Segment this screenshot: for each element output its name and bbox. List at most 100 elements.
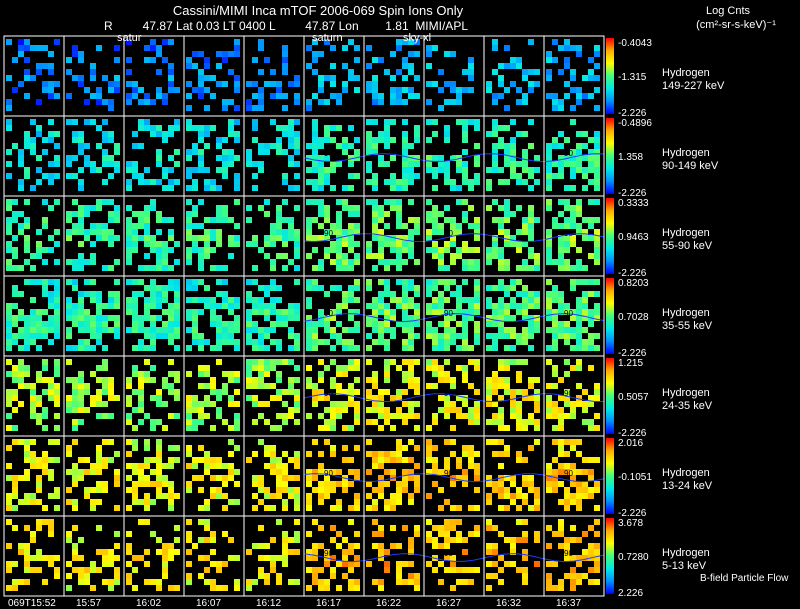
heatmap-cell xyxy=(594,457,600,463)
heatmap-cell xyxy=(306,549,312,555)
heatmap-cell xyxy=(444,407,450,413)
heatmap-cell xyxy=(378,481,384,487)
heatmap-cell xyxy=(384,339,390,345)
heatmap-cell xyxy=(366,481,372,487)
heatmap-cell xyxy=(336,365,342,371)
heatmap-cell xyxy=(396,211,402,217)
heatmap-cell xyxy=(336,229,342,235)
heatmap-cell xyxy=(186,185,192,191)
heatmap-cell xyxy=(486,561,492,567)
heatmap-cell xyxy=(414,39,420,45)
heatmap-cell xyxy=(570,499,576,505)
heatmap-cell xyxy=(72,505,78,511)
heatmap-cell xyxy=(378,205,384,211)
heatmap-cell xyxy=(594,303,600,309)
heatmap-cell xyxy=(198,339,204,345)
heatmap-cell xyxy=(570,217,576,223)
heatmap-cell xyxy=(474,155,480,161)
heatmap-cell xyxy=(42,451,48,457)
heatmap-cell xyxy=(114,555,120,561)
heatmap-cell xyxy=(372,119,378,125)
heatmap-cell xyxy=(18,365,24,371)
heatmap-cell xyxy=(18,377,24,383)
heatmap-cell xyxy=(402,487,408,493)
heatmap-cell xyxy=(426,457,432,463)
heatmap-cell xyxy=(570,345,576,351)
heatmap-cell xyxy=(414,51,420,57)
heatmap-cell xyxy=(270,119,276,125)
heatmap-cell xyxy=(378,137,384,143)
heatmap-cell xyxy=(144,211,150,217)
heatmap-cell xyxy=(84,383,90,389)
heatmap-cell xyxy=(48,81,54,87)
heatmap-cell xyxy=(258,167,264,173)
heatmap-cell xyxy=(126,297,132,303)
heatmap-cell xyxy=(390,241,396,247)
heatmap-cell xyxy=(210,585,216,591)
heatmap-cell xyxy=(504,359,510,365)
heatmap-cell xyxy=(576,401,582,407)
heatmap-cell xyxy=(426,327,432,333)
heatmap-cell xyxy=(456,93,462,99)
heatmap-cell xyxy=(546,235,552,241)
heatmap-cell xyxy=(504,155,510,161)
heatmap-cell xyxy=(414,155,420,161)
heatmap-cell xyxy=(24,365,30,371)
heatmap-cell xyxy=(210,265,216,271)
heatmap-cell xyxy=(126,93,132,99)
heatmap-cell xyxy=(312,93,318,99)
heatmap-cell xyxy=(408,407,414,413)
heatmap-cell xyxy=(486,525,492,531)
heatmap-cell xyxy=(450,217,456,223)
heatmap-cell xyxy=(342,205,348,211)
heatmap-cell xyxy=(156,217,162,223)
heatmap-cell xyxy=(246,339,252,345)
heatmap-cell xyxy=(396,321,402,327)
heatmap-cell xyxy=(330,555,336,561)
heatmap-cell xyxy=(24,475,30,481)
heatmap-cell xyxy=(174,285,180,291)
heatmap-cell xyxy=(264,211,270,217)
heatmap-cell xyxy=(48,161,54,167)
heatmap-cell xyxy=(186,445,192,451)
heatmap-cell xyxy=(312,167,318,173)
heatmap-cell xyxy=(150,425,156,431)
heatmap-cell xyxy=(72,401,78,407)
heatmap-cell xyxy=(378,291,384,297)
heatmap-cell xyxy=(324,469,330,475)
heatmap-cell xyxy=(396,481,402,487)
heatmap-cell xyxy=(48,475,54,481)
heatmap-cell xyxy=(144,309,150,315)
heatmap-cell xyxy=(246,241,252,247)
heatmap-cell xyxy=(216,463,222,469)
heatmap-cell xyxy=(426,211,432,217)
heatmap-cell xyxy=(72,419,78,425)
heatmap-cell xyxy=(216,143,222,149)
heatmap-cell xyxy=(462,395,468,401)
heatmap-cell xyxy=(318,585,324,591)
heatmap-cell xyxy=(48,389,54,395)
heatmap-cell xyxy=(414,573,420,579)
heatmap-cell xyxy=(468,451,474,457)
heatmap-cell xyxy=(414,285,420,291)
heatmap-cell xyxy=(54,457,60,463)
heatmap-cell xyxy=(258,359,264,365)
heatmap-cell xyxy=(330,377,336,383)
heatmap-cell xyxy=(102,131,108,137)
heatmap-cell xyxy=(546,173,552,179)
heatmap-cell xyxy=(354,253,360,259)
heatmap-cell xyxy=(222,389,228,395)
heatmap-cell xyxy=(510,149,516,155)
heatmap-cell xyxy=(546,309,552,315)
heatmap-cell xyxy=(306,499,312,505)
heatmap-cell xyxy=(438,211,444,217)
heatmap-cell xyxy=(72,407,78,413)
heatmap-cell xyxy=(54,279,60,285)
heatmap-cell xyxy=(474,505,480,511)
heatmap-cell xyxy=(450,451,456,457)
heatmap-cell xyxy=(42,87,48,93)
heatmap-cell xyxy=(132,439,138,445)
heatmap-cell xyxy=(558,291,564,297)
heatmap-cell xyxy=(408,493,414,499)
